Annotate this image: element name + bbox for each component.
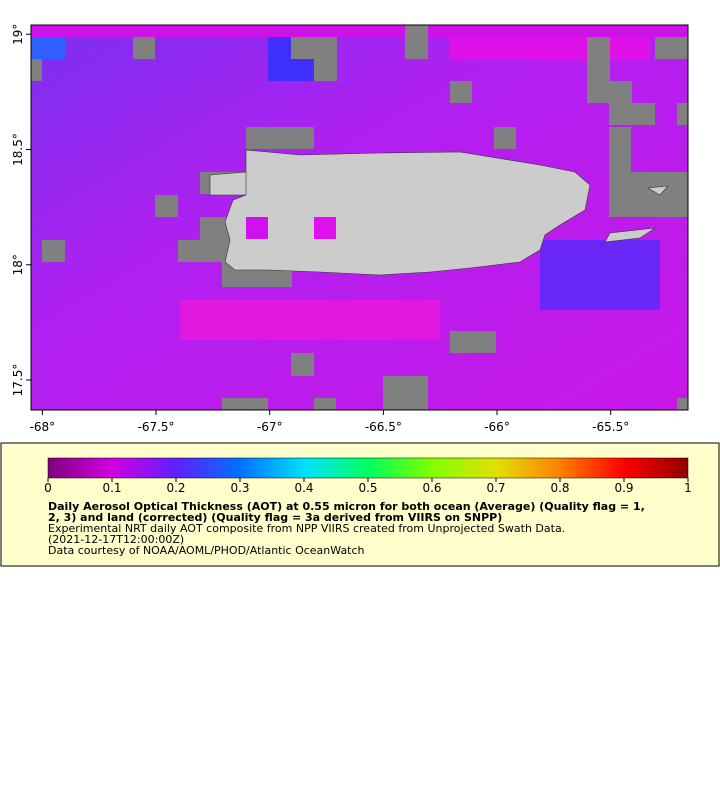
legend-line: (2021-12-17T12:00:00Z) (48, 533, 184, 546)
patch (246, 217, 268, 239)
patch (180, 300, 440, 340)
legend-title: Daily Aerosol Optical Thickness (AOT) at… (48, 500, 645, 513)
colorbar-tick-label: 0.5 (358, 481, 377, 495)
patch (31, 37, 65, 59)
legend-title: 2, 3) and land (corrected) (Quality flag… (48, 511, 502, 524)
colorbar-tick-label: 0.9 (614, 481, 633, 495)
x-tick-label: -66° (484, 420, 510, 434)
map (30, 24, 689, 411)
colorbar-tick-label: 0.8 (550, 481, 569, 495)
x-tick-label: -67.5° (138, 420, 175, 434)
x-tick-label: -66.5° (365, 420, 402, 434)
island (209, 149, 591, 276)
y-tick-label: 18.5° (11, 133, 25, 166)
colorbar (47, 457, 689, 479)
colorbar-tick-label: 0.6 (422, 481, 441, 495)
island (604, 227, 656, 243)
patch (31, 25, 688, 37)
colorbar-tick-label: 1 (684, 481, 692, 495)
patch (540, 240, 660, 310)
y-tick-label: 19° (11, 24, 25, 45)
x-tick-label: -67° (257, 420, 283, 434)
colorbar-tick-label: 0.7 (486, 481, 505, 495)
x-tick-label: -65.5° (592, 420, 629, 434)
y-tick-label: 17.5° (11, 364, 25, 397)
patch (314, 217, 336, 239)
colorbar-tick-label: 0.4 (294, 481, 313, 495)
colorbar-tick-label: 0 (44, 481, 52, 495)
colorbar-tick-label: 0.3 (230, 481, 249, 495)
x-tick-label: -68° (30, 420, 56, 434)
legend-line: Experimental NRT daily AOT composite fro… (48, 522, 565, 535)
colorbar-tick-label: 0.2 (166, 481, 185, 495)
colorbar-tick-label: 0.1 (102, 481, 121, 495)
legend-line: Data courtesy of NOAA/AOML/PHOD/Atlantic… (48, 544, 365, 557)
map-frame (30, 24, 689, 411)
y-tick-label: 18° (11, 254, 25, 275)
island (647, 185, 669, 196)
